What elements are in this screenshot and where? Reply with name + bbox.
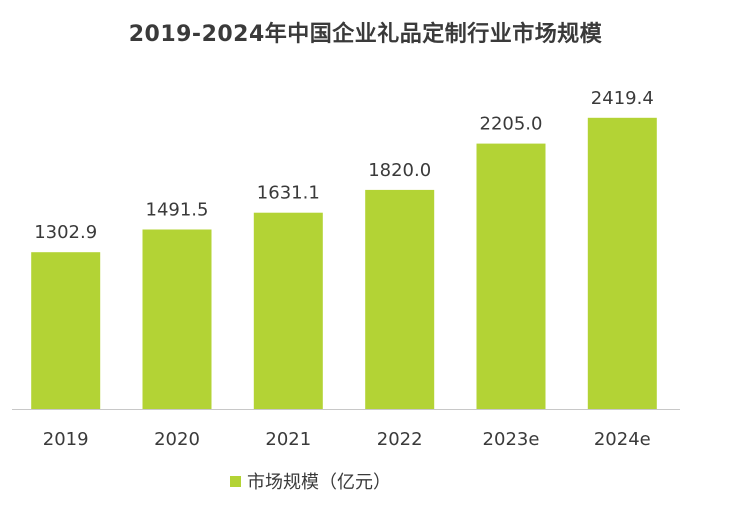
- bar-2024e: [587, 117, 657, 410]
- bar-2022: [365, 189, 435, 409]
- data-label-2019: 1302.9: [34, 222, 97, 243]
- chart-title: 2019-2024年中国企业礼品定制行业市场规模: [128, 22, 603, 47]
- data-label-2020: 1491.5: [146, 200, 209, 221]
- data-label-2022: 1820.0: [368, 160, 431, 181]
- bar-2020: [142, 229, 212, 409]
- bar-2019: [31, 252, 101, 409]
- data-label-2023e: 2205.0: [480, 114, 543, 135]
- x-tick-label-2019: 2019: [43, 429, 89, 450]
- data-label-2024e: 2419.4: [591, 88, 654, 109]
- legend-label: 市场规模（亿元）: [247, 472, 391, 493]
- x-tick-label-2023e: 2023e: [483, 429, 540, 450]
- legend-swatch: [230, 475, 241, 487]
- legend: 市场规模（亿元）: [230, 468, 391, 494]
- x-tick-label-2021: 2021: [265, 429, 311, 450]
- bar-2021: [253, 212, 323, 409]
- x-tick-label-2024e: 2024e: [594, 429, 651, 450]
- x-tick-label-2022: 2022: [377, 429, 423, 450]
- bar-2023e: [476, 143, 546, 409]
- x-tick-label-2020: 2020: [154, 429, 200, 450]
- data-label-2021: 1631.1: [257, 183, 320, 204]
